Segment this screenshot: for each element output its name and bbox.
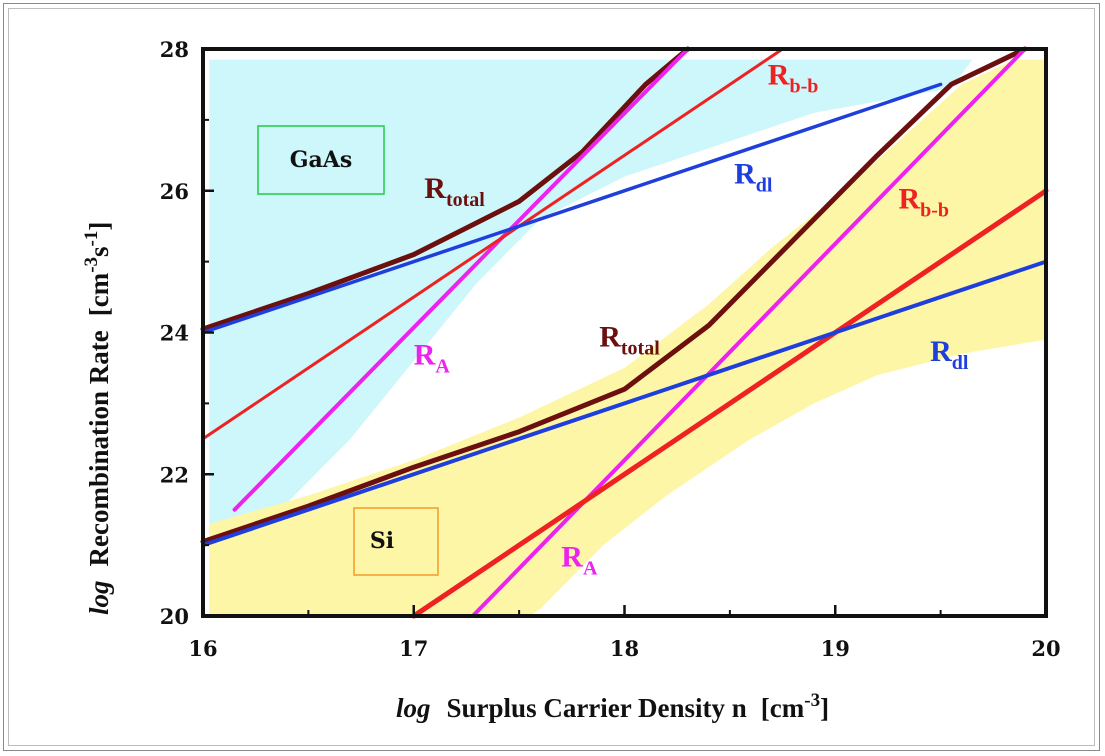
y-axis-unit-end: ] bbox=[84, 222, 114, 231]
series-line-r-b-b-si bbox=[411, 188, 1049, 619]
curve-label-r-b-b-gaas: Rb-b bbox=[768, 58, 819, 97]
x-axis-prefix: log bbox=[396, 693, 431, 723]
series-line-r-b-b-gaas bbox=[201, 47, 785, 441]
curve-label-r-a-si: RA bbox=[561, 540, 598, 579]
curve-label-r-total-gaas: Rtotal bbox=[424, 172, 485, 211]
si-box-border bbox=[353, 507, 439, 576]
ticks-layer: 16 17 18 19 20 20 22 24 26 28 bbox=[160, 37, 1061, 661]
annotations-layer: Rtotal RA Rb-b Rdl Rtotal RA Rb-b Rdl bbox=[414, 58, 969, 579]
x-axis-unit: [cm bbox=[761, 693, 805, 723]
x-tick-label: 20 bbox=[1031, 636, 1060, 661]
x-axis-title: log Surplus Carrier Density n [cm-3] bbox=[396, 690, 829, 723]
y-tick-label: 20 bbox=[160, 604, 189, 629]
series-line-r-a-si bbox=[470, 47, 1027, 618]
si-label: Si bbox=[370, 528, 394, 554]
y-axis-title: log Recombination Rate [cm-3s-1] bbox=[81, 222, 114, 615]
gaas-region bbox=[209, 59, 973, 524]
series-line-r-dl-si bbox=[201, 259, 1048, 548]
x-axis-unit-end: ] bbox=[820, 693, 829, 723]
y-axis-unit-sup2: -1 bbox=[81, 231, 102, 247]
series-layer bbox=[200, 46, 1049, 619]
gaas-label-box: GaAs bbox=[257, 125, 385, 195]
y-axis-main: Recombination Rate bbox=[84, 330, 114, 566]
y-tick-label: 28 bbox=[160, 37, 189, 62]
curve-label-r-dl-gaas: Rdl bbox=[734, 158, 773, 197]
y-axis-unit: [cm bbox=[84, 272, 114, 316]
curve-label-r-dl-si: Rdl bbox=[930, 335, 969, 374]
y-axis-unit-sup1: -3 bbox=[81, 257, 102, 273]
curve-label-r-b-b-si: Rb-b bbox=[898, 182, 949, 221]
y-axis-unit-mid: s bbox=[84, 246, 114, 257]
outer-frame bbox=[3, 3, 1100, 751]
x-axis-unit-sup: -3 bbox=[804, 690, 820, 711]
series-line-r-total-gaas bbox=[200, 46, 691, 332]
series-line-r-a-gaas bbox=[232, 47, 690, 512]
y-axis-prefix: log bbox=[84, 580, 114, 615]
inner-frame bbox=[8, 8, 1095, 746]
x-tick-label: 18 bbox=[610, 636, 639, 661]
series-line-r-dl-gaas bbox=[201, 82, 943, 335]
gaas-box-border bbox=[257, 125, 385, 195]
x-axis-main: Surplus Carrier Density n bbox=[447, 693, 747, 723]
x-tick-label: 17 bbox=[399, 636, 428, 661]
x-tick-label: 16 bbox=[188, 636, 217, 661]
y-tick-label: 22 bbox=[160, 462, 189, 487]
series-line-r-total-si bbox=[200, 46, 1028, 545]
y-tick-label: 26 bbox=[160, 179, 189, 204]
y-tick-label: 24 bbox=[160, 321, 189, 346]
gaas-label: GaAs bbox=[290, 147, 353, 173]
curve-label-r-total-si: Rtotal bbox=[599, 321, 660, 360]
si-label-box: Si bbox=[353, 507, 439, 576]
curve-label-r-a-gaas: RA bbox=[414, 338, 451, 377]
x-tick-label: 19 bbox=[821, 636, 850, 661]
